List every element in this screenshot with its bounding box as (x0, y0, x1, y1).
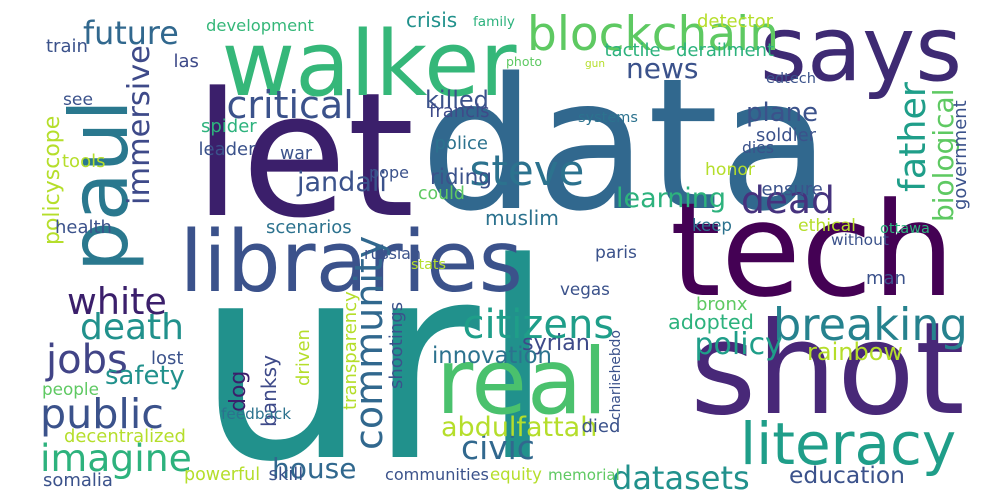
word-detector: detector (697, 11, 773, 32)
word-lost: lost (151, 348, 184, 369)
word-vegas: vegas (560, 278, 610, 299)
word-jandali: jandali (297, 166, 387, 198)
word-innovation: innovation (432, 342, 552, 369)
word-breaking: breaking (773, 299, 968, 351)
word-memorial: memorial (548, 465, 620, 484)
word-ensure: ensure (761, 179, 823, 200)
word-could: could (418, 183, 465, 204)
word-rainbow: rainbow (807, 338, 903, 366)
word-news: news (626, 52, 699, 85)
word-war: war (280, 143, 313, 164)
word-man: man (866, 268, 906, 289)
word-real: real (436, 330, 608, 435)
word-people: people (42, 378, 99, 399)
word-somalia: somalia (43, 470, 113, 491)
word-immersive: immersive (122, 45, 157, 205)
word-spider: spider (201, 116, 257, 137)
word-scenarios: scenarios (266, 217, 352, 238)
word-let: let (193, 55, 415, 256)
word-public: public (40, 389, 164, 438)
word-adopted: adopted (668, 309, 754, 334)
word-police: police (434, 133, 488, 154)
word-house: house (272, 452, 357, 485)
word-safety: safety (105, 361, 185, 391)
word-steve: steve (469, 146, 585, 195)
word-tools: tools (62, 151, 106, 172)
word-tech: tech (670, 174, 955, 326)
word-family: family (473, 14, 515, 30)
word-systems: systems (578, 109, 638, 126)
word-killed: killed (425, 86, 489, 114)
word-bronx: bronx (696, 294, 748, 315)
word-civic: civic (461, 427, 535, 467)
word-abdulfattah: abdulfattah (441, 412, 598, 443)
word-leader: leader (198, 139, 256, 160)
word-feedback: feedback (221, 404, 292, 423)
word-las: las (173, 51, 199, 72)
word-url: url (195, 206, 556, 500)
word-derailment: derailment (676, 40, 775, 61)
word-riding: riding (430, 165, 492, 190)
word-government: government (950, 100, 971, 210)
word-datasets: datasets (612, 459, 750, 497)
word-edtech: edtech (766, 70, 816, 87)
word-without: without (831, 230, 889, 249)
word-white: white (67, 279, 167, 323)
word-powerful: powerful (184, 464, 261, 485)
word-honor: honor (705, 159, 756, 180)
word-future: future (83, 16, 179, 52)
word-citizens: citizens (462, 302, 615, 348)
word-plane: plane (746, 98, 819, 128)
word-ottawa: ottawa (880, 220, 930, 237)
word-father: father (891, 82, 934, 192)
word-walker: walker (221, 12, 517, 117)
word-charliehebdo: charliehebdo (608, 330, 624, 420)
word-health: health (55, 217, 112, 238)
word-driven: driven (293, 329, 314, 386)
word-equity: equity (490, 464, 542, 484)
word-data: data (420, 39, 831, 251)
word-keep: keep (692, 215, 732, 235)
word-skill: skill (268, 464, 304, 485)
word-libraries: libraries (179, 213, 523, 312)
word-muslim: muslim (485, 206, 559, 230)
word-literacy: literacy (740, 410, 957, 478)
word-francis: francis (429, 101, 490, 122)
word-gun: gun (585, 57, 606, 70)
word-learning: learning (616, 182, 726, 214)
word-ethical: ethical (798, 215, 856, 236)
word-dies: dies (742, 139, 774, 157)
word-pope: pope (369, 163, 409, 182)
word-decentralized: decentralized (64, 426, 186, 447)
word-soldier: soldier (756, 125, 816, 146)
word-crisis: crisis (406, 8, 458, 32)
word-train: train (46, 36, 88, 57)
word-jobs: jobs (46, 337, 128, 383)
word-blockchain: blockchain (527, 6, 779, 62)
word-shootings: shootings (386, 301, 407, 389)
word-see: see (63, 89, 93, 110)
word-says: says (760, 0, 963, 102)
word-communities: communities (385, 465, 489, 484)
word-died: died (581, 416, 621, 437)
word-critical: critical (226, 83, 354, 127)
word-dead: dead (741, 178, 835, 222)
word-policy: policy (694, 327, 783, 362)
word-death: death (80, 307, 184, 348)
word-imagine: imagine (40, 436, 192, 480)
word-development: development (206, 16, 314, 35)
word-education: education (789, 460, 905, 489)
word-stats: stats (411, 257, 446, 273)
word-shot: shot (690, 295, 965, 444)
word-paris: paris (595, 242, 637, 263)
word-photo: photo (506, 53, 543, 69)
word-russian: russian (364, 244, 421, 263)
word-syrian: syrian (522, 330, 590, 356)
word-transparency: transparency (340, 290, 361, 410)
word-tactile: tactile (604, 40, 661, 61)
